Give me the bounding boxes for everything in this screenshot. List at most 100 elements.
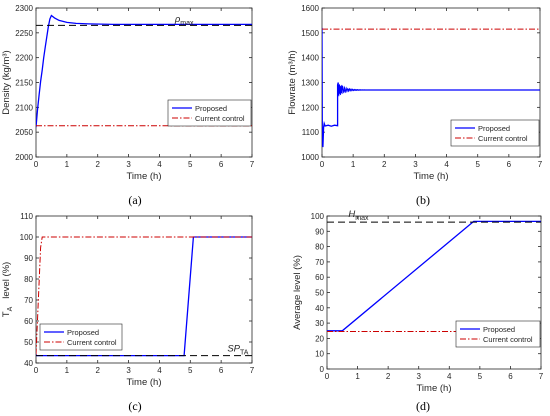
y-tick-label: 40 — [315, 304, 324, 313]
y-tick-label: 80 — [24, 275, 33, 284]
x-tick-label: 4 — [157, 366, 162, 375]
caption-b: (b) — [416, 193, 430, 207]
y-tick-label: 1500 — [301, 29, 319, 38]
x-axis-label: Time (h) — [126, 171, 161, 182]
x-tick-label: 2 — [95, 366, 100, 375]
caption-a: (a) — [128, 193, 141, 207]
annotation-label: Hmax — [348, 209, 369, 222]
x-tick-label: 4 — [447, 372, 452, 381]
y-tick-label: 1200 — [301, 103, 319, 112]
x-tick-label: 5 — [188, 366, 193, 375]
x-tick-label: 0 — [325, 372, 330, 381]
y-tick-label: 60 — [24, 317, 33, 326]
y-tick-label: 90 — [24, 254, 33, 263]
x-tick-label: 3 — [126, 160, 131, 169]
y-tick-label: 50 — [315, 289, 324, 298]
x-tick-label: 0 — [320, 160, 325, 169]
legend-label: Proposed — [483, 325, 515, 334]
x-tick-label: 6 — [219, 160, 224, 169]
x-tick-label: 2 — [386, 372, 391, 381]
y-tick-label: 2300 — [15, 4, 33, 13]
x-axis-label: Time (h) — [126, 377, 161, 388]
y-tick-label: 0 — [320, 365, 325, 374]
caption-c: (c) — [128, 399, 141, 413]
y-tick-label: 1400 — [301, 54, 319, 63]
y-tick-label: 30 — [315, 319, 324, 328]
series-proposed-oscillation — [337, 82, 379, 97]
legend-label: Current control — [195, 114, 245, 123]
x-axis-label: Time (h) — [416, 383, 451, 394]
y-axis-label: Flowrate (m³/h) — [287, 50, 298, 114]
y-tick-label: 70 — [315, 258, 324, 267]
y-tick-label: 2100 — [15, 103, 33, 112]
y-tick-label: 100 — [311, 212, 325, 221]
legend-label: Proposed — [195, 104, 227, 113]
series-group — [36, 236, 252, 357]
y-axis-label: TAlevel (%) — [1, 262, 14, 317]
x-tick-label: 7 — [539, 372, 544, 381]
x-tick-label: 1 — [355, 372, 360, 381]
plot-area — [35, 7, 253, 158]
series-group — [36, 14, 252, 128]
x-tick-label: 5 — [188, 160, 193, 169]
x-tick-label: 3 — [413, 160, 418, 169]
legend-label: Proposed — [67, 328, 99, 337]
y-tick-label: 1600 — [301, 4, 319, 13]
x-tick-label: 3 — [126, 366, 131, 375]
y-tick-label: 1000 — [301, 153, 319, 162]
x-tick-label: 2 — [382, 160, 387, 169]
x-tick-label: 2 — [95, 160, 100, 169]
legend-label: Current control — [483, 335, 533, 344]
x-tick-label: 1 — [65, 160, 70, 169]
y-tick-label: 100 — [20, 233, 34, 242]
series-proposed-line — [327, 220, 541, 332]
x-tick-label: 5 — [475, 160, 480, 169]
x-tick-label: 3 — [416, 372, 421, 381]
x-axis-label: Time (h) — [413, 171, 448, 182]
x-tick-label: 6 — [507, 160, 512, 169]
y-tick-label: 80 — [315, 243, 324, 252]
y-tick-label: 10 — [315, 350, 324, 359]
y-axis-label: Density (kg/m³) — [1, 50, 12, 114]
y-axis-label: Average level (%) — [292, 255, 303, 330]
panel-b: 0 1 2 3 4 5 6 7 1000 1100 1200 1300 1400 1500 1600 Time… — [287, 4, 543, 182]
x-tick-label: 0 — [34, 160, 39, 169]
y-tick-label: 60 — [315, 273, 324, 282]
annotation-label: ρmax — [174, 14, 194, 27]
caption-d: (d) — [416, 399, 430, 413]
x-tick-label: 4 — [157, 160, 162, 169]
y-tick-label: 110 — [20, 212, 33, 221]
x-tick-label: 7 — [250, 366, 255, 375]
x-tick-label: 1 — [65, 366, 70, 375]
panel-a: 0 1 2 3 4 5 6 7 2000 2050 2100 2150 2200 2250 2300 Time… — [1, 4, 255, 182]
y-tick-label: 2000 — [15, 153, 33, 162]
series-group — [322, 27, 540, 148]
x-tick-label: 7 — [538, 160, 543, 169]
annotation-label: SPTA — [227, 343, 248, 356]
y-tick-label: 1100 — [302, 128, 320, 137]
y-tick-label: 1300 — [301, 79, 319, 88]
x-tick-label: 6 — [508, 372, 513, 381]
x-tick-label: 1 — [351, 160, 356, 169]
y-tick-label: 2200 — [15, 54, 33, 63]
y-tick-label: 2050 — [15, 128, 33, 137]
y-tick-label: 70 — [24, 296, 33, 305]
y-tick-label: 90 — [315, 227, 324, 236]
y-tick-label: 50 — [24, 338, 33, 347]
series-current-control-line — [36, 236, 252, 355]
x-tick-label: 4 — [444, 160, 449, 169]
x-tick-label: 5 — [478, 372, 483, 381]
y-tick-label: 2150 — [15, 79, 33, 88]
y-tick-label: 20 — [315, 334, 324, 343]
legend-label: Current control — [67, 338, 117, 347]
legend-label: Proposed — [478, 124, 510, 133]
series-proposed-line — [36, 14, 252, 128]
panel-c: 0 1 2 3 4 5 6 7 40 50 60 70 80 90 100 110 Time (h) TAleve… — [1, 212, 255, 388]
x-tick-label: 7 — [250, 160, 255, 169]
